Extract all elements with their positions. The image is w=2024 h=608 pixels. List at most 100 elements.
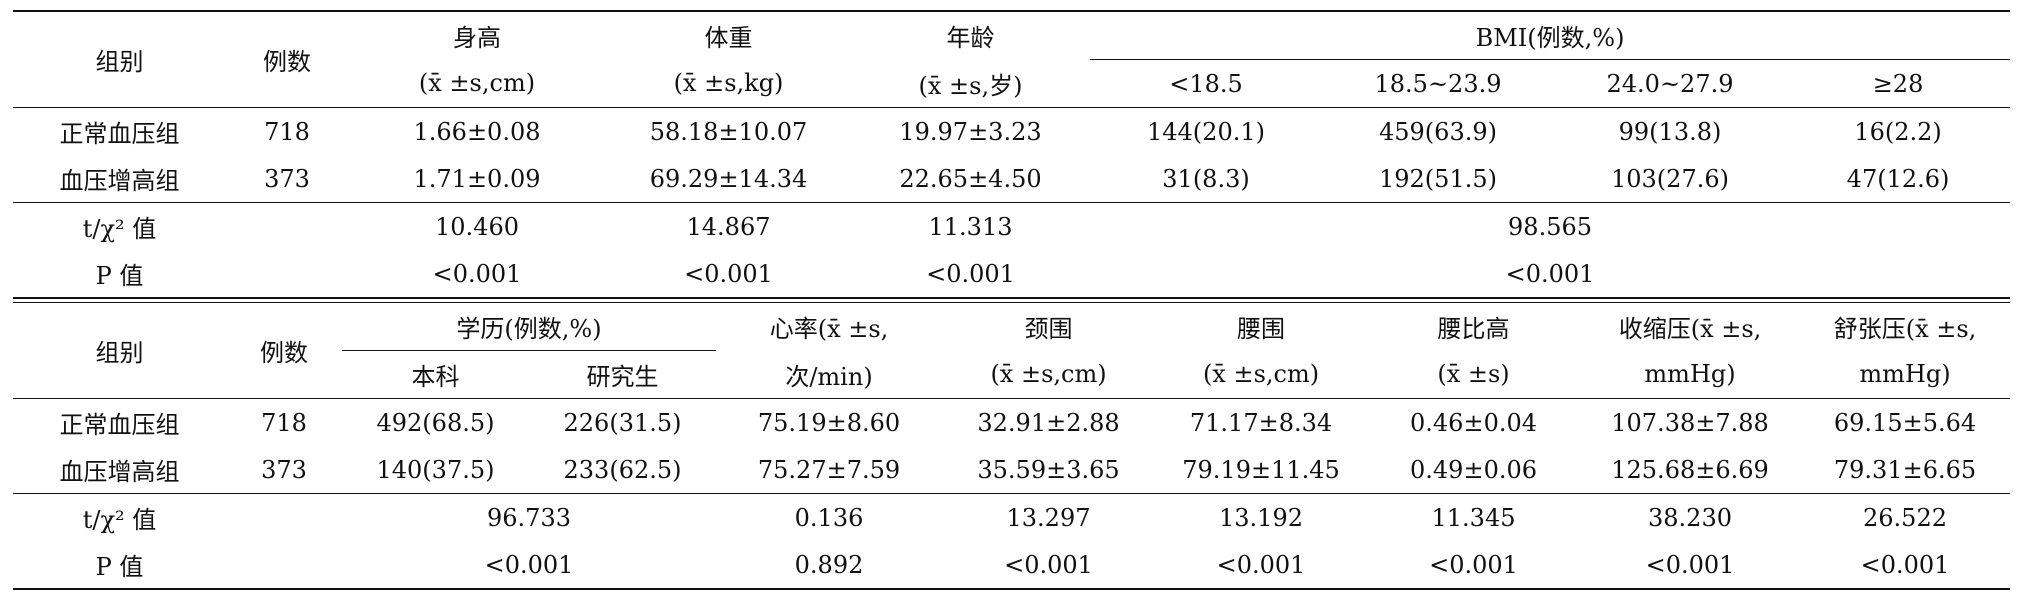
header-cell: (x̄ ±s,cm) <box>348 59 606 108</box>
header-cell: 腰围 <box>1237 315 1286 344</box>
header-cell: 例数 <box>226 302 342 399</box>
cell: 11.345 <box>1431 503 1516 532</box>
cell: 0.46±0.04 <box>1410 408 1537 437</box>
row-label: 正常血压组 <box>59 411 180 439</box>
cell: 0.136 <box>794 503 864 532</box>
cell: <0.001 <box>1860 550 1950 579</box>
header-cell: mmHg) <box>1580 350 1801 399</box>
cell: 125.68±6.69 <box>1580 446 1801 494</box>
cell: <0.001 <box>1216 550 1306 579</box>
cell: 38.230 <box>1648 503 1732 532</box>
cell: 492(68.5) <box>376 408 495 437</box>
cell: 69.15±5.64 <box>1833 408 1977 437</box>
header-cell: 本科 <box>342 350 529 399</box>
header-cell: 例数 <box>226 11 348 108</box>
cell: 75.27±7.59 <box>716 446 943 494</box>
cell: 79.19±11.45 <box>1155 446 1368 494</box>
data-row: 正常血压组 718 1.66±0.08 58.18±10.07 19.97±3.23 14… <box>13 108 2010 156</box>
cell: 96.733 <box>487 503 571 532</box>
table-body: 正常血压组 718 492(68.5) 226(31.5) 75.19±8.60 32.9… <box>13 399 2011 590</box>
header-cell: (x̄ ±s,岁) <box>851 59 1090 108</box>
table-2: 组别 例数 学历(例数,%) 心率(x̄ ±s, 颈围 腰围 腰比高 收缩压(x… <box>13 302 2011 590</box>
cell: 14.867 <box>686 212 771 241</box>
cell: <0.001 <box>1645 550 1735 579</box>
cell: 31(8.3) <box>1090 155 1322 203</box>
table-1: 组别 例数 身高 体重 年龄 BMI(例数,%) (x̄ ±s,cm) (x̄ … <box>13 10 2011 299</box>
header-cell: 舒张压(x̄ ±s, <box>1833 315 1977 344</box>
cell: 98.565 <box>1508 212 1593 241</box>
cell: 71.17±8.34 <box>1189 408 1333 437</box>
header-cell: (x̄ ±s,cm) <box>1155 350 1368 399</box>
header-cell: (x̄ ±s) <box>1367 350 1581 399</box>
cell: 226(31.5) <box>563 408 682 437</box>
cell: 107.38±7.88 <box>1611 408 1769 437</box>
row-label: 正常血压组 <box>59 120 180 148</box>
cell: 16(2.2) <box>1854 117 1942 146</box>
data-row: 血压增高组 373 1.71±0.09 69.29±14.34 22.65±4.50 31… <box>13 155 2011 203</box>
cell: 140(37.5) <box>342 446 529 494</box>
header-cell: ≥28 <box>1786 59 2011 108</box>
stat-label: P 值 <box>95 553 144 581</box>
cell: 144(20.1) <box>1147 117 1265 146</box>
cell: <0.001 <box>484 550 574 579</box>
page: 组别 例数 身高 体重 年龄 BMI(例数,%) (x̄ ±s,cm) (x̄ … <box>0 10 2024 608</box>
cell: 373 <box>226 446 342 494</box>
header-cell: 组别 <box>13 302 226 399</box>
row-label: 血压增高组 <box>13 155 226 203</box>
stat-label: t/χ² 值 <box>82 215 157 243</box>
header-cell: 组别 <box>13 11 226 108</box>
cell: 192(51.5) <box>1322 155 1554 203</box>
header-cell: 心率(x̄ ±s, <box>769 315 889 344</box>
header-cell: 收缩压(x̄ ±s, <box>1618 315 1762 344</box>
cell: 459(63.9) <box>1379 117 1497 146</box>
header-cell: 学历(例数,%) <box>342 302 717 351</box>
cell: 1.71±0.09 <box>348 155 606 203</box>
header-cell: mmHg) <box>1800 350 2011 399</box>
data-row: 血压增高组 373 140(37.5) 233(62.5) 75.27±7.59 35.5… <box>13 446 2011 494</box>
header-cell: 年龄 <box>946 24 995 53</box>
cell: 13.297 <box>1006 503 1091 532</box>
cell: 1.66±0.08 <box>413 117 541 146</box>
header-cell: 身高 <box>453 24 501 53</box>
table-body: 正常血压组 718 1.66±0.08 58.18±10.07 19.97±3.23 14… <box>13 108 2011 299</box>
cell: <0.001 <box>1004 550 1093 579</box>
cell: 58.18±10.07 <box>649 117 808 146</box>
cell: 233(62.5) <box>529 446 717 494</box>
header-cell: <18.5 <box>1090 59 1322 108</box>
cell: 32.91±2.88 <box>977 408 1120 437</box>
stat-label: t/χ² 值 <box>82 506 157 534</box>
cell: 47(12.6) <box>1786 155 2011 203</box>
cell: 79.31±6.65 <box>1800 446 2011 494</box>
header-cell: 次/min) <box>716 350 943 399</box>
cell: 99(13.8) <box>1618 117 1722 146</box>
header-cell: (x̄ ±s,cm) <box>942 350 1156 399</box>
data-row: 正常血压组 718 492(68.5) 226(31.5) 75.19±8.60 32.9… <box>13 399 2010 447</box>
header-cell: BMI(例数,%) <box>1090 11 2011 60</box>
stat-label: P 值 <box>95 262 144 290</box>
cell: 103(27.6) <box>1554 155 1786 203</box>
cell: 0.892 <box>794 550 864 579</box>
cell: 718 <box>264 117 310 146</box>
cell: 22.65±4.50 <box>851 155 1090 203</box>
header-cell: 研究生 <box>529 350 717 399</box>
header-cell: 体重 <box>704 24 753 53</box>
cell: 75.19±8.60 <box>757 408 901 437</box>
cell: 373 <box>226 155 348 203</box>
header-cell: (x̄ ±s,kg) <box>606 59 851 108</box>
cell: 69.29±14.34 <box>606 155 851 203</box>
cell: 35.59±3.65 <box>942 446 1156 494</box>
cell: 11.313 <box>928 212 1013 241</box>
cell: 13.192 <box>1219 503 1303 532</box>
header-cell: 颈围 <box>1024 315 1073 344</box>
cell: 26.522 <box>1863 503 1947 532</box>
cell: <0.001 <box>926 259 1015 288</box>
header-cell: 24.0~27.9 <box>1554 59 1786 108</box>
cell: 10.460 <box>435 212 519 241</box>
cell: 19.97±3.23 <box>899 117 1042 146</box>
row-label: 血压增高组 <box>13 446 226 494</box>
cell: <0.001 <box>1429 550 1518 579</box>
cell: <0.001 <box>1505 259 1595 288</box>
header-cell: 腰比高 <box>1437 315 1510 344</box>
header-cell: 18.5~23.9 <box>1322 59 1554 108</box>
cell: <0.001 <box>432 259 522 288</box>
